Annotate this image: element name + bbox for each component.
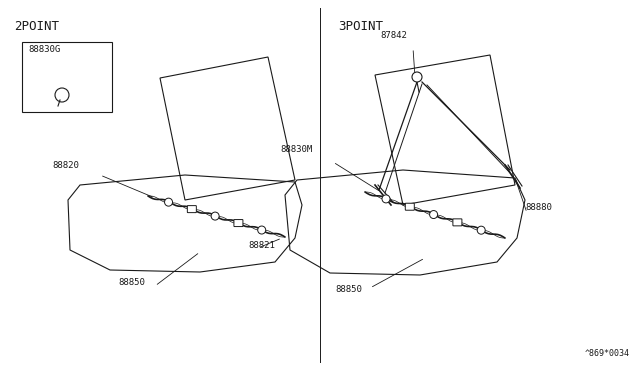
FancyBboxPatch shape bbox=[234, 219, 243, 227]
Circle shape bbox=[477, 226, 485, 234]
Text: 88830M: 88830M bbox=[280, 145, 312, 154]
Circle shape bbox=[412, 72, 422, 82]
Text: ^869*0034: ^869*0034 bbox=[585, 349, 630, 358]
Text: 3POINT: 3POINT bbox=[338, 20, 383, 33]
Text: 88821: 88821 bbox=[248, 241, 275, 250]
FancyBboxPatch shape bbox=[188, 206, 196, 213]
Circle shape bbox=[382, 195, 390, 203]
Circle shape bbox=[429, 211, 438, 218]
Text: 88850: 88850 bbox=[335, 285, 362, 294]
Bar bbox=[22, 42, 112, 112]
Text: 88820: 88820 bbox=[52, 161, 79, 170]
Circle shape bbox=[55, 88, 69, 102]
FancyBboxPatch shape bbox=[405, 203, 414, 210]
Circle shape bbox=[164, 198, 173, 206]
Text: 88850: 88850 bbox=[118, 278, 145, 287]
Text: 88880: 88880 bbox=[525, 203, 552, 212]
Circle shape bbox=[258, 226, 266, 234]
Text: 88830G: 88830G bbox=[28, 45, 60, 54]
Circle shape bbox=[211, 212, 219, 220]
FancyBboxPatch shape bbox=[453, 219, 462, 226]
Text: 2POINT: 2POINT bbox=[14, 20, 59, 33]
Text: 87842: 87842 bbox=[380, 31, 407, 40]
